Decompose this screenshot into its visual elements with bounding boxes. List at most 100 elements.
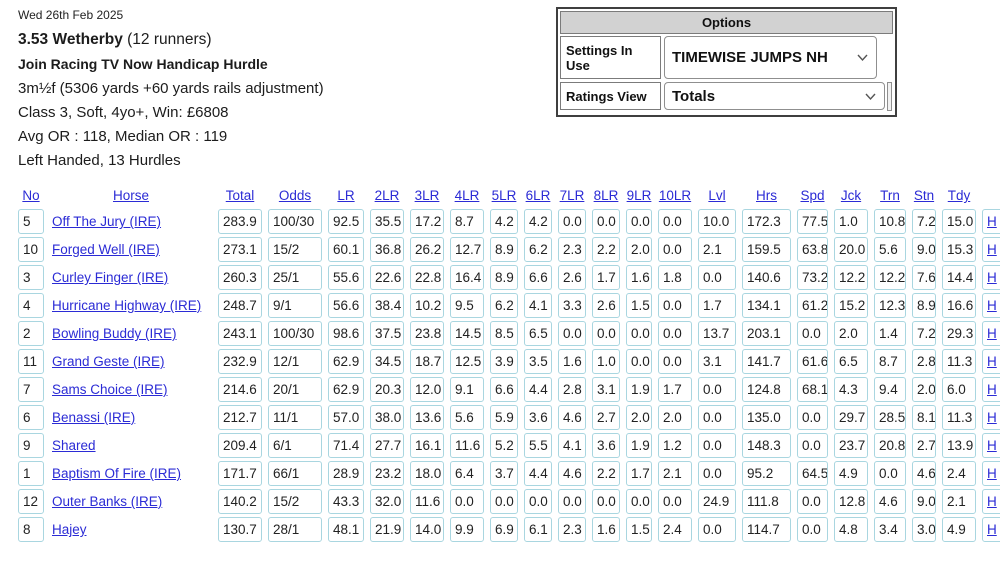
rating-cell: 1.7: [626, 461, 652, 486]
rating-cell: 0.0: [797, 433, 828, 458]
horse-link[interactable]: Curley Finger (IRE): [52, 270, 169, 285]
col-header-lr: LR: [328, 186, 364, 206]
rating-cell: 100/30: [268, 209, 322, 234]
horse-link[interactable]: Benassi (IRE): [52, 410, 136, 425]
rating-cell: 2.2: [592, 237, 620, 262]
rating-cell: 0.0: [874, 461, 906, 486]
row-h-link[interactable]: H: [987, 242, 997, 257]
row-h-link[interactable]: H: [987, 214, 997, 229]
col-header-link-no[interactable]: No: [22, 188, 40, 203]
col-header-link-lvl[interactable]: Lvl: [708, 188, 726, 203]
row-h-link[interactable]: H: [987, 466, 997, 481]
col-header-link-8lr[interactable]: 8LR: [593, 188, 619, 203]
rating-cell: 0.0: [626, 489, 652, 514]
settings-in-use-select[interactable]: TIMEWISE JUMPS NH: [664, 36, 877, 79]
horse-link[interactable]: Baptism Of Fire (IRE): [52, 466, 182, 481]
col-header-link-hrs[interactable]: Hrs: [756, 188, 777, 203]
rating-cell: 5.6: [874, 237, 906, 262]
horse-link[interactable]: Shared: [52, 438, 96, 453]
ratings-header-row: No Horse Total Odds LR 2LR 3LR 4LR 5LR 6LR 7LR 8LR 9…: [18, 186, 1000, 206]
options-scrollbar[interactable]: [887, 82, 892, 111]
row-h-link[interactable]: H: [987, 354, 997, 369]
col-header-link-6lr[interactable]: 6LR: [525, 188, 551, 203]
col-header-link-spd[interactable]: Spd: [800, 188, 825, 203]
row-h-link[interactable]: H: [987, 382, 997, 397]
col-header-horse: Horse: [50, 186, 212, 206]
rating-cell: 140.2: [218, 489, 262, 514]
col-header-link-2lr[interactable]: 2LR: [374, 188, 400, 203]
col-header-link-stn[interactable]: Stn: [913, 188, 935, 203]
rating-cell: 1.7: [592, 265, 620, 290]
ratings-view-select[interactable]: Totals: [664, 82, 885, 110]
race-distance: 3m½f (5306 yards +60 yards rails adjustm…: [18, 80, 324, 97]
rating-cell: 130.7: [218, 517, 262, 542]
rating-cell: 0.0: [592, 321, 620, 346]
rating-cell: 4.3: [834, 377, 868, 402]
horse-cell: Sams Choice (IRE): [50, 377, 212, 402]
horse-link[interactable]: Bowling Buddy (IRE): [52, 326, 177, 341]
row-h-link[interactable]: H: [987, 438, 997, 453]
horse-link[interactable]: Hurricane Highway (IRE): [52, 298, 202, 313]
rating-cell: 2.8: [912, 349, 936, 374]
col-header-6lr: 6LR: [524, 186, 552, 206]
rating-cell: 2.0: [626, 405, 652, 430]
row-h-link[interactable]: H: [987, 494, 997, 509]
rating-cell: 28/1: [268, 517, 322, 542]
rating-cell: 2.0: [658, 405, 692, 430]
rating-cell: 8.9: [490, 265, 518, 290]
rating-cell: 0.0: [626, 209, 652, 234]
rating-cell: 4.9: [834, 461, 868, 486]
rating-cell: 209.4: [218, 433, 262, 458]
row-h-link[interactable]: H: [987, 522, 997, 537]
rating-cell: 0.0: [490, 489, 518, 514]
col-header-link-4lr[interactable]: 4LR: [454, 188, 480, 203]
rating-cell: 21.9: [370, 517, 404, 542]
row-h-link[interactable]: H: [987, 298, 997, 313]
rating-cell: 23.2: [370, 461, 404, 486]
col-header-link-10lr[interactable]: 10LR: [658, 188, 692, 203]
runner-number: 4: [18, 293, 44, 318]
rating-cell: 13.6: [410, 405, 444, 430]
table-row: 7 Sams Choice (IRE) 214.6 20/1 62.9 20.3 12.0 9…: [18, 377, 1000, 402]
horse-link[interactable]: Outer Banks (IRE): [52, 494, 163, 509]
col-header-link-horse[interactable]: Horse: [112, 188, 149, 203]
rating-cell: 3.6: [524, 405, 552, 430]
col-header-link-jck[interactable]: Jck: [840, 188, 862, 203]
col-header-link-3lr[interactable]: 3LR: [414, 188, 440, 203]
horse-cell: Curley Finger (IRE): [50, 265, 212, 290]
rating-cell: 2.7: [912, 433, 936, 458]
rating-cell: 6.4: [450, 461, 484, 486]
row-h-link[interactable]: H: [987, 326, 997, 341]
horse-link[interactable]: Off The Jury (IRE): [52, 214, 162, 229]
col-header-hrs: Hrs: [742, 186, 791, 206]
race-date: Wed 26th Feb 2025: [18, 8, 124, 22]
rating-cell: 0.0: [797, 517, 828, 542]
col-header-link-lr[interactable]: LR: [337, 188, 355, 203]
horse-link[interactable]: Hajey: [52, 522, 87, 537]
rating-cell: 7.2: [912, 321, 936, 346]
col-header-link-5lr[interactable]: 5LR: [491, 188, 517, 203]
col-header-link-odds[interactable]: Odds: [278, 188, 312, 203]
col-header-link-7lr[interactable]: 7LR: [559, 188, 585, 203]
col-header-link-9lr[interactable]: 9LR: [626, 188, 652, 203]
rating-cell: 16.6: [942, 293, 976, 318]
row-h-link[interactable]: H: [987, 410, 997, 425]
horse-link[interactable]: Sams Choice (IRE): [52, 382, 168, 397]
col-header-link-trn[interactable]: Trn: [880, 188, 900, 203]
col-header-link-total[interactable]: Total: [225, 188, 255, 203]
horse-link[interactable]: Forged Well (IRE): [52, 242, 160, 257]
rating-cell: 1.5: [626, 517, 652, 542]
rating-cell: 2.3: [558, 517, 586, 542]
rating-cell: 0.0: [626, 349, 652, 374]
rating-cell: 10.2: [410, 293, 444, 318]
col-header-link-tdy[interactable]: Tdy: [947, 188, 971, 203]
row-link-cell: H: [982, 209, 1000, 234]
col-header-jck: Jck: [834, 186, 868, 206]
horse-link[interactable]: Grand Geste (IRE): [52, 354, 165, 369]
table-row: 3 Curley Finger (IRE) 260.3 25/1 55.6 22.6 22.…: [18, 265, 1000, 290]
rating-cell: 9/1: [268, 293, 322, 318]
row-h-link[interactable]: H: [987, 270, 997, 285]
rating-cell: 1.5: [626, 293, 652, 318]
table-row: 6 Benassi (IRE) 212.7 11/1 57.0 38.0 13.6 5.6 5.…: [18, 405, 1000, 430]
rating-cell: 0.0: [592, 209, 620, 234]
